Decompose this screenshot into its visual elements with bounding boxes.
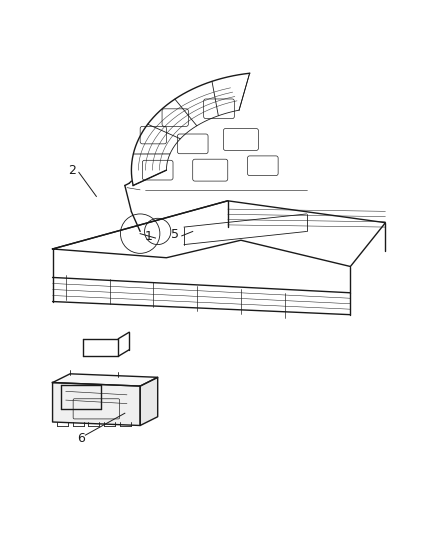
Text: 6: 6 [77,432,85,445]
Text: 5: 5 [171,228,179,241]
Text: 1: 1 [145,230,153,243]
Polygon shape [53,374,158,386]
Polygon shape [53,383,140,425]
Text: 2: 2 [68,164,76,176]
Polygon shape [140,377,158,425]
